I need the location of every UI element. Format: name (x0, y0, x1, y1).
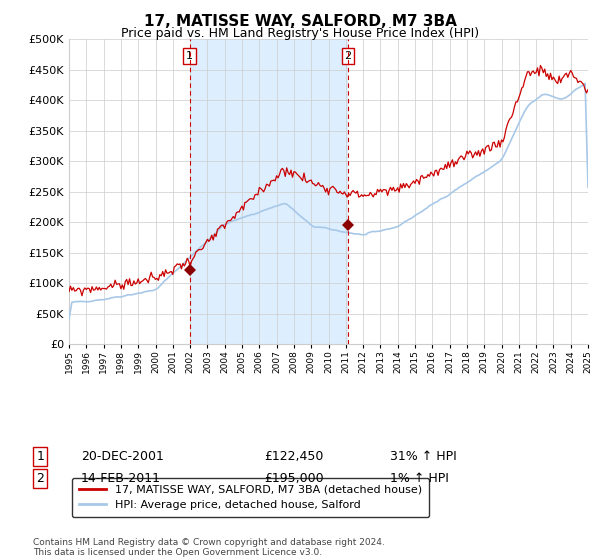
Text: 31% ↑ HPI: 31% ↑ HPI (390, 450, 457, 463)
Text: 2: 2 (344, 51, 352, 61)
Legend: 17, MATISSE WAY, SALFORD, M7 3BA (detached house), HPI: Average price, detached : 17, MATISSE WAY, SALFORD, M7 3BA (detach… (72, 478, 429, 517)
Text: 1: 1 (186, 51, 193, 61)
Text: 2: 2 (36, 472, 44, 486)
Text: 14-FEB-2011: 14-FEB-2011 (81, 472, 161, 486)
Text: 17, MATISSE WAY, SALFORD, M7 3BA: 17, MATISSE WAY, SALFORD, M7 3BA (143, 14, 457, 29)
Text: 1% ↑ HPI: 1% ↑ HPI (390, 472, 449, 486)
Text: Contains HM Land Registry data © Crown copyright and database right 2024.
This d: Contains HM Land Registry data © Crown c… (33, 538, 385, 557)
Bar (190, 39, 348, 344)
Text: £122,450: £122,450 (264, 450, 323, 463)
Text: 20-DEC-2001: 20-DEC-2001 (81, 450, 164, 463)
Text: £195,000: £195,000 (264, 472, 323, 486)
Text: Price paid vs. HM Land Registry's House Price Index (HPI): Price paid vs. HM Land Registry's House … (121, 27, 479, 40)
Text: 1: 1 (36, 450, 44, 463)
